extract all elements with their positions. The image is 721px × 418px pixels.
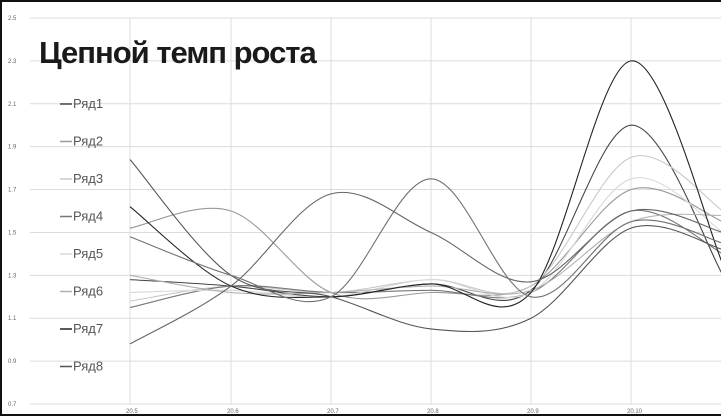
y-tick-label: 1.3 [8,273,17,279]
legend: Ряд1 Ряд2 Ряд3 Ряд4 Ряд5 Ряд6 Ряд7 Ряд8 [60,96,103,374]
legend-label: Ряд8 [73,359,103,374]
y-tick-label: 1.1 [8,316,17,322]
y-tick-label: 2.3 [8,59,17,65]
legend-label: Ряд3 [73,171,103,186]
x-tick-label: 20.5 [126,409,138,415]
y-tick-label: 2.5 [8,16,17,22]
y-axis-ticks: 0.7 0.9 1.1 1.3 1.5 1.7 1.9 2.1 2.3 2.5 [8,16,17,408]
legend-label: Ряд1 [73,96,103,111]
legend-label: Ряд6 [73,284,103,299]
series-line-1 [129,124,721,301]
chart-title: Цепной темп роста [39,35,317,70]
series-line-8 [129,159,721,333]
legend-label: Ряд2 [73,134,103,149]
legend-label: Ряд4 [73,209,103,224]
y-tick-label: 1.5 [8,230,17,236]
y-tick-label: 0.9 [8,359,17,365]
y-tick-label: 1.7 [8,188,17,194]
y-tick-label: 1.9 [8,145,17,151]
x-axis-ticks: 20.5 20.6 20.7 20.8 20.9 20.10 [126,409,643,415]
legend-label: Ряд7 [73,321,103,336]
gridlines [30,17,721,405]
y-tick-label: 0.7 [8,402,17,408]
series-line-9 [129,191,721,345]
y-tick-label: 2.1 [8,102,17,108]
series-line-7 [129,60,721,308]
x-tick-label: 20.10 [627,409,643,415]
series-line-5 [129,177,721,298]
x-tick-label: 20.8 [427,409,439,415]
x-tick-label: 20.7 [327,409,339,415]
series-line-6 [129,213,721,295]
x-tick-label: 20.9 [527,409,539,415]
series-line-2 [129,187,721,300]
series-line-10 [129,178,721,303]
series-lines [129,60,721,345]
x-tick-label: 20.6 [227,409,239,415]
legend-label: Ряд5 [73,246,103,261]
